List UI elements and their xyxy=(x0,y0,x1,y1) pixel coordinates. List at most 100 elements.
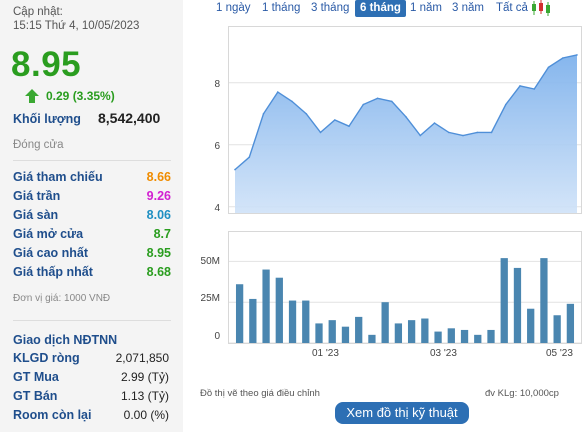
stat-label: Giá mở cửa xyxy=(13,227,84,241)
foreign-label: KLGD ròng xyxy=(13,351,80,365)
price-point xyxy=(433,122,436,124)
current-price: 8.95 xyxy=(11,45,82,84)
price-chart xyxy=(228,26,582,214)
price-point xyxy=(390,100,393,103)
stat-label: Giá cao nhất xyxy=(13,246,89,260)
change-value: 0.29 (3.35%) xyxy=(46,89,115,103)
stat-label: Giá sàn xyxy=(13,208,59,222)
price-point xyxy=(547,66,550,69)
divider xyxy=(13,160,171,161)
volume-y-tick: 50M xyxy=(200,256,220,267)
volume-y-tick: 25M xyxy=(200,293,220,304)
price-point xyxy=(305,113,308,115)
price-point xyxy=(234,168,236,171)
tab-1-day[interactable]: 1 ngày xyxy=(216,2,251,14)
price-change: 0.29 (3.35%) xyxy=(24,88,115,104)
volume-chart xyxy=(228,231,582,344)
arrow-up-icon xyxy=(25,89,39,103)
volume-x-tick: 03 '23 xyxy=(430,348,457,359)
volume-bar xyxy=(487,329,495,343)
divider xyxy=(13,320,171,321)
volume-label: Khối lượng xyxy=(13,112,81,126)
stat-value: 8.95 xyxy=(146,246,171,260)
price-point xyxy=(419,134,422,137)
price-unit-note: Đơn vị giá: 1000 VNĐ xyxy=(13,293,111,304)
tab-3-months[interactable]: 3 tháng xyxy=(311,2,350,14)
volume-bar xyxy=(368,334,376,343)
price-y-tick: 6 xyxy=(214,141,220,152)
volume-bar xyxy=(540,258,548,343)
volume-bar xyxy=(262,269,270,343)
volume-bar xyxy=(513,267,522,343)
volume-x-tick: 05 '23 xyxy=(546,348,573,359)
volume-bar xyxy=(355,316,363,343)
volume-bar xyxy=(249,298,257,343)
price-y-tick: 4 xyxy=(214,203,220,214)
price-point xyxy=(447,131,450,134)
stat-value: 8.66 xyxy=(146,170,171,184)
volume-bar xyxy=(275,277,283,343)
tab-6-months[interactable]: 6 tháng xyxy=(355,0,406,17)
price-point xyxy=(291,100,293,103)
price-area xyxy=(235,54,577,214)
volume-bar xyxy=(434,331,442,343)
tab-1-year[interactable]: 1 năm xyxy=(410,2,442,14)
volume-bar xyxy=(394,323,403,343)
stat-open-price: Giá mở cửa 8.7 xyxy=(13,227,171,245)
technical-chart-button[interactable]: Xem đồ thị kỹ thuật xyxy=(335,402,469,424)
foreign-label: Room còn lại xyxy=(13,408,92,422)
price-point xyxy=(262,113,265,115)
foreign-value: 2,071,850 xyxy=(115,351,169,365)
volume-y-tick: 0 xyxy=(214,331,220,342)
volume-bar xyxy=(527,308,535,343)
volume-bar xyxy=(341,326,350,343)
volume-bar xyxy=(566,303,575,343)
volume-bar xyxy=(500,258,508,343)
chart-adjusted-note: Đồ thị vẽ theo giá điều chỉnh xyxy=(200,388,320,399)
price-y-tick: 8 xyxy=(214,79,220,90)
volume-bar xyxy=(288,300,297,343)
stat-low-price: Giá thấp nhất 8.68 xyxy=(13,265,171,283)
price-point xyxy=(376,97,379,100)
stat-value: 8.7 xyxy=(153,227,171,241)
volume-bar-chart xyxy=(229,258,581,344)
price-point xyxy=(348,125,350,127)
price-point xyxy=(561,57,564,59)
foreign-value: 2.99 (Tỷ) xyxy=(120,370,169,384)
price-point xyxy=(576,54,578,56)
tab-all[interactable]: Tất cả xyxy=(496,2,528,14)
stat-floor-price: Giá sàn 8.06 xyxy=(13,208,171,226)
tab-3-years[interactable]: 3 năm xyxy=(452,2,484,14)
foreign-value: 1.13 (Tỷ) xyxy=(120,389,169,403)
price-point xyxy=(504,103,507,106)
volume-bar xyxy=(447,328,455,343)
foreign-trading-title: Giao dịch NĐTNN xyxy=(13,333,118,347)
price-point xyxy=(519,85,521,87)
price-area-chart xyxy=(229,54,581,214)
foreign-room-left: Room còn lại 0.00 (%) xyxy=(13,408,169,426)
stat-ceiling-price: Giá trần 9.26 xyxy=(13,189,171,207)
foreign-net-volume: KLGD ròng 2,071,850 xyxy=(13,351,169,369)
price-point xyxy=(405,116,407,118)
price-point xyxy=(319,131,322,134)
update-time: 15:15 Thứ 4, 10/05/2023 xyxy=(13,20,140,32)
price-point xyxy=(476,131,479,134)
update-label: Cập nhật: xyxy=(13,6,63,18)
volume-bar xyxy=(407,320,416,343)
stat-label: Giá tham chiếu xyxy=(13,170,103,184)
stat-label: Giá trần xyxy=(13,189,61,203)
volume-unit-note: đv KLg: 10,000cp xyxy=(485,388,559,399)
stat-value: 8.68 xyxy=(146,265,171,279)
volume-value: 8,542,400 xyxy=(98,110,161,126)
volume-x-tick: 01 '23 xyxy=(312,348,339,359)
price-point xyxy=(490,131,493,134)
volume-bar xyxy=(328,320,336,343)
candlestick-icon[interactable] xyxy=(530,0,552,16)
volume-bar xyxy=(474,334,482,343)
volume-bar xyxy=(381,302,389,343)
stat-value: 9.26 xyxy=(146,189,171,203)
price-point xyxy=(276,91,279,93)
volume-bar xyxy=(315,323,323,343)
stat-reference-price: Giá tham chiếu 8.66 xyxy=(13,170,171,188)
tab-1-month[interactable]: 1 tháng xyxy=(262,2,301,14)
